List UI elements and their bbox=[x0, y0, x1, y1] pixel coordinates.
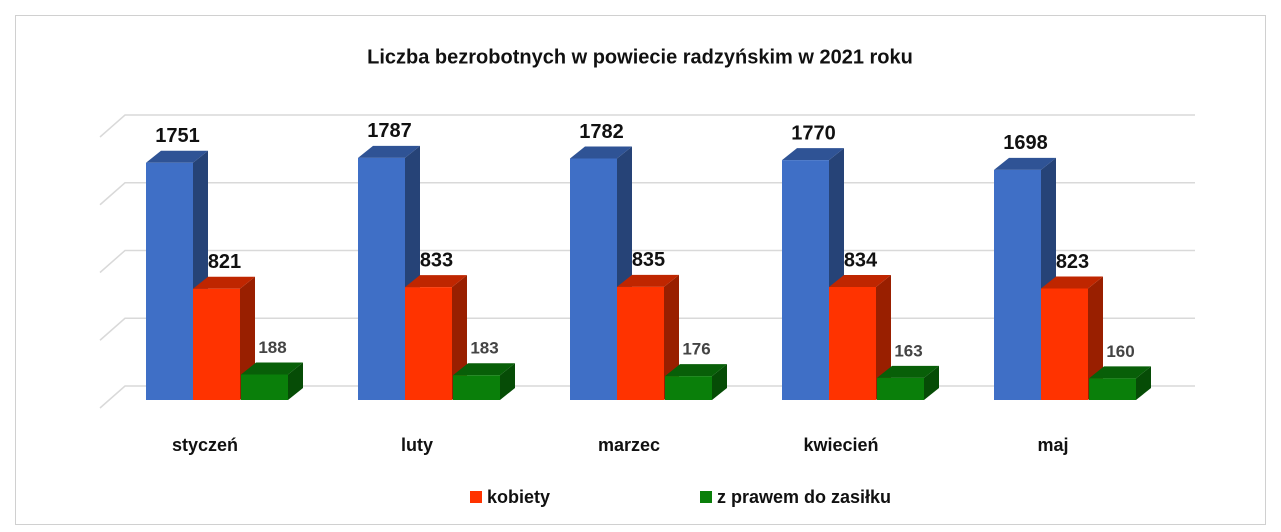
bar-face bbox=[288, 362, 303, 400]
bar-face bbox=[877, 377, 924, 400]
bar bbox=[829, 274, 891, 400]
data-label: 160 bbox=[1106, 342, 1134, 361]
data-label: 183 bbox=[470, 339, 498, 358]
data-label: 823 bbox=[1056, 251, 1089, 273]
bar bbox=[405, 275, 467, 400]
bar-face bbox=[453, 363, 515, 376]
legend-swatch bbox=[700, 491, 712, 503]
bar-face bbox=[358, 145, 420, 158]
data-label: 163 bbox=[894, 341, 922, 360]
bar-face bbox=[829, 274, 891, 287]
bar bbox=[665, 364, 727, 400]
bar-face bbox=[193, 276, 255, 289]
legend-label: kobiety bbox=[487, 487, 550, 507]
bar bbox=[1041, 276, 1103, 400]
data-label: 1751 bbox=[155, 125, 200, 147]
data-label: 834 bbox=[844, 249, 878, 271]
data-label: 1782 bbox=[579, 121, 624, 143]
bar-face bbox=[405, 287, 452, 400]
bar-face bbox=[570, 146, 632, 159]
x-tick-label: marzec bbox=[598, 435, 660, 455]
legend-label: z prawem do zasiłku bbox=[717, 487, 891, 507]
bar bbox=[877, 365, 939, 400]
bar bbox=[193, 276, 255, 400]
x-tick-label: luty bbox=[401, 435, 433, 455]
bar-face bbox=[617, 286, 664, 400]
bar-face bbox=[241, 374, 288, 400]
data-label: 1787 bbox=[367, 120, 412, 142]
bar bbox=[617, 274, 679, 400]
data-label: 821 bbox=[208, 251, 241, 273]
bar-face bbox=[1041, 276, 1103, 289]
bar bbox=[146, 150, 208, 400]
bar-face bbox=[500, 363, 515, 400]
bar-face bbox=[146, 150, 208, 163]
bar-face bbox=[405, 275, 467, 288]
bar-face bbox=[876, 274, 891, 400]
bar-face bbox=[1041, 288, 1088, 400]
bar bbox=[1089, 366, 1151, 400]
bar-face bbox=[617, 274, 679, 287]
bar-face bbox=[241, 362, 303, 375]
bar-face bbox=[924, 365, 939, 400]
bar-face bbox=[193, 288, 240, 400]
data-label: 176 bbox=[682, 340, 710, 359]
x-tick-label: styczeń bbox=[172, 435, 238, 455]
chart-frame bbox=[15, 15, 1266, 525]
legend-swatch bbox=[470, 491, 482, 503]
data-label: 1698 bbox=[1003, 132, 1048, 154]
bar-face bbox=[782, 148, 844, 161]
bar-face bbox=[453, 375, 500, 400]
grid-line bbox=[99, 114, 1195, 138]
data-label: 833 bbox=[420, 249, 453, 271]
x-tick-label: kwiecień bbox=[803, 435, 878, 455]
bar-face bbox=[146, 162, 193, 400]
bar-face bbox=[665, 376, 712, 400]
bar-face bbox=[829, 286, 876, 400]
bar-face bbox=[665, 364, 727, 377]
bar bbox=[241, 362, 303, 400]
bar-face bbox=[712, 364, 727, 400]
bar-face bbox=[1088, 276, 1103, 400]
bar-face bbox=[1089, 366, 1151, 379]
chart-title: Liczba bezrobotnych w powiecie radzyński… bbox=[367, 46, 913, 68]
data-label: 188 bbox=[258, 338, 286, 357]
bar-face bbox=[994, 157, 1056, 170]
data-label: 835 bbox=[632, 249, 665, 271]
bar-face bbox=[994, 169, 1041, 400]
bar-face bbox=[782, 160, 829, 400]
bar-face bbox=[877, 365, 939, 378]
bar-face bbox=[358, 157, 405, 400]
bar-face bbox=[570, 158, 617, 400]
bar-face bbox=[1089, 378, 1136, 400]
bar bbox=[453, 363, 515, 400]
bar-face bbox=[1136, 366, 1151, 400]
x-tick-label: maj bbox=[1037, 435, 1068, 455]
data-label: 1770 bbox=[791, 122, 836, 144]
